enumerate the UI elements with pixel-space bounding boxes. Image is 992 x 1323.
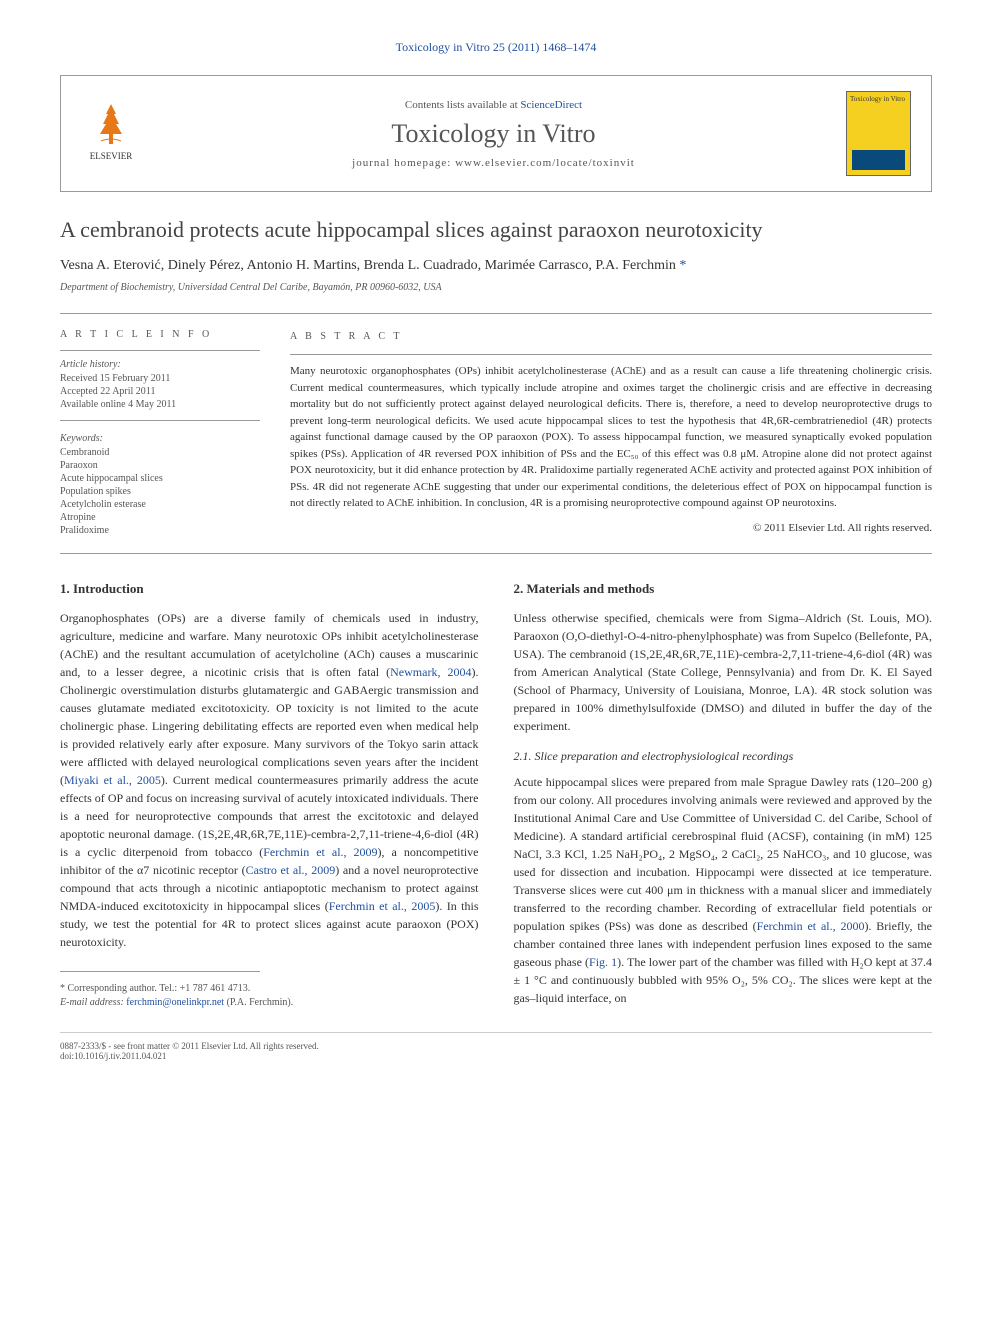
authors-names: Vesna A. Eterović, Dinely Pérez, Antonio…	[60, 258, 676, 273]
authors-line: Vesna A. Eterović, Dinely Pérez, Antonio…	[60, 258, 932, 274]
history-received: Received 15 February 2011	[60, 373, 260, 384]
methods-heading: 2. Materials and methods	[514, 579, 933, 599]
keyword: Cembranoid	[60, 447, 260, 458]
corr-tel: * Corresponding author. Tel.: +1 787 461…	[60, 982, 479, 996]
citation-link[interactable]: Castro et al., 2009	[246, 863, 336, 877]
methods-sub-heading: 2.1. Slice preparation and electrophysio…	[514, 747, 933, 765]
article-title: A cembranoid protects acute hippocampal …	[60, 217, 932, 243]
abstract-copyright: © 2011 Elsevier Ltd. All rights reserved…	[290, 520, 932, 537]
left-column: 1. Introduction Organophosphates (OPs) a…	[60, 579, 479, 1017]
keyword: Acetylcholin esterase	[60, 499, 260, 510]
cover-label: Toxicology in Vitro	[847, 92, 910, 106]
abstract-text: Many neurotoxic organophosphates (OPs) i…	[290, 363, 932, 512]
abstract-col: A B S T R A C T Many neurotoxic organoph…	[290, 329, 932, 538]
footer-left: 0887-2333/$ - see front matter © 2011 El…	[60, 1041, 319, 1061]
right-column: 2. Materials and methods Unless otherwis…	[514, 579, 933, 1017]
history-online: Available online 4 May 2011	[60, 399, 260, 410]
contents-prefix: Contents lists available at	[405, 99, 520, 111]
homepage-url[interactable]: www.elsevier.com/locate/toxinvit	[455, 157, 635, 169]
text: Acute hippocampal slices were prepared f…	[514, 775, 933, 933]
meta-abstract-row: A R T I C L E I N F O Article history: R…	[60, 313, 932, 554]
keyword: Paraoxon	[60, 460, 260, 471]
homepage-prefix: journal homepage:	[352, 157, 455, 169]
citation-link[interactable]: Newmark, 2004	[390, 665, 471, 679]
divider	[290, 354, 932, 355]
elsevier-logo: ELSEVIER	[81, 99, 141, 169]
keywords-label: Keywords:	[60, 433, 260, 444]
sciencedirect-link[interactable]: ScienceDirect	[520, 99, 582, 111]
divider	[60, 350, 260, 351]
keyword: Pralidoxime	[60, 525, 260, 536]
email-suffix: (P.A. Ferchmin).	[227, 997, 294, 1008]
header-center: Contents lists available at ScienceDirec…	[166, 99, 821, 169]
figure-link[interactable]: Fig. 1	[589, 955, 617, 969]
citation-link[interactable]: Ferchmin et al., 2000	[757, 919, 865, 933]
homepage-line: journal homepage: www.elsevier.com/locat…	[166, 157, 821, 169]
journal-name: Toxicology in Vitro	[166, 119, 821, 149]
abstract-heading: A B S T R A C T	[290, 329, 932, 344]
divider	[60, 420, 260, 421]
history-label: Article history:	[60, 359, 260, 370]
keyword: Atropine	[60, 512, 260, 523]
elsevier-label: ELSEVIER	[90, 151, 133, 161]
email-link[interactable]: ferchmin@onelinkpr.net	[126, 997, 224, 1008]
journal-cover-thumb: Toxicology in Vitro	[846, 91, 911, 176]
affiliation: Department of Biochemistry, Universidad …	[60, 282, 932, 293]
top-citation: Toxicology in Vitro 25 (2011) 1468–1474	[60, 40, 932, 55]
corr-email-line: E-mail address: ferchmin@onelinkpr.net (…	[60, 996, 479, 1010]
citation-link[interactable]: Miyaki et al., 2005	[64, 773, 161, 787]
email-label: E-mail address:	[60, 997, 124, 1008]
text: ). Cholinergic overstimulation disturbs …	[60, 665, 479, 787]
methods-paragraph-2: Acute hippocampal slices were prepared f…	[514, 773, 933, 1007]
citation-link[interactable]: Ferchmin et al., 2005	[329, 899, 436, 913]
intro-paragraph: Organophosphates (OPs) are a diverse fam…	[60, 609, 479, 951]
corresponding-author-footnote: * Corresponding author. Tel.: +1 787 461…	[60, 982, 479, 1010]
cover-band	[852, 150, 905, 170]
keyword: Population spikes	[60, 486, 260, 497]
article-info-heading: A R T I C L E I N F O	[60, 329, 260, 340]
journal-header: ELSEVIER Contents lists available at Sci…	[60, 75, 932, 192]
footnote-separator	[60, 971, 260, 972]
doi: doi:10.1016/j.tiv.2011.04.021	[60, 1051, 319, 1061]
intro-heading: 1. Introduction	[60, 579, 479, 599]
citation-link[interactable]: Ferchmin et al., 2009	[263, 845, 377, 859]
keyword: Acute hippocampal slices	[60, 473, 260, 484]
front-matter: 0887-2333/$ - see front matter © 2011 El…	[60, 1041, 319, 1051]
corr-marker: *	[679, 258, 686, 273]
elsevier-tree-icon	[86, 99, 136, 149]
methods-paragraph-1: Unless otherwise specified, chemicals we…	[514, 609, 933, 735]
history-accepted: Accepted 22 April 2011	[60, 386, 260, 397]
page-footer: 0887-2333/$ - see front matter © 2011 El…	[60, 1032, 932, 1061]
contents-line: Contents lists available at ScienceDirec…	[166, 99, 821, 111]
body-columns: 1. Introduction Organophosphates (OPs) a…	[60, 579, 932, 1017]
article-info-col: A R T I C L E I N F O Article history: R…	[60, 329, 260, 538]
